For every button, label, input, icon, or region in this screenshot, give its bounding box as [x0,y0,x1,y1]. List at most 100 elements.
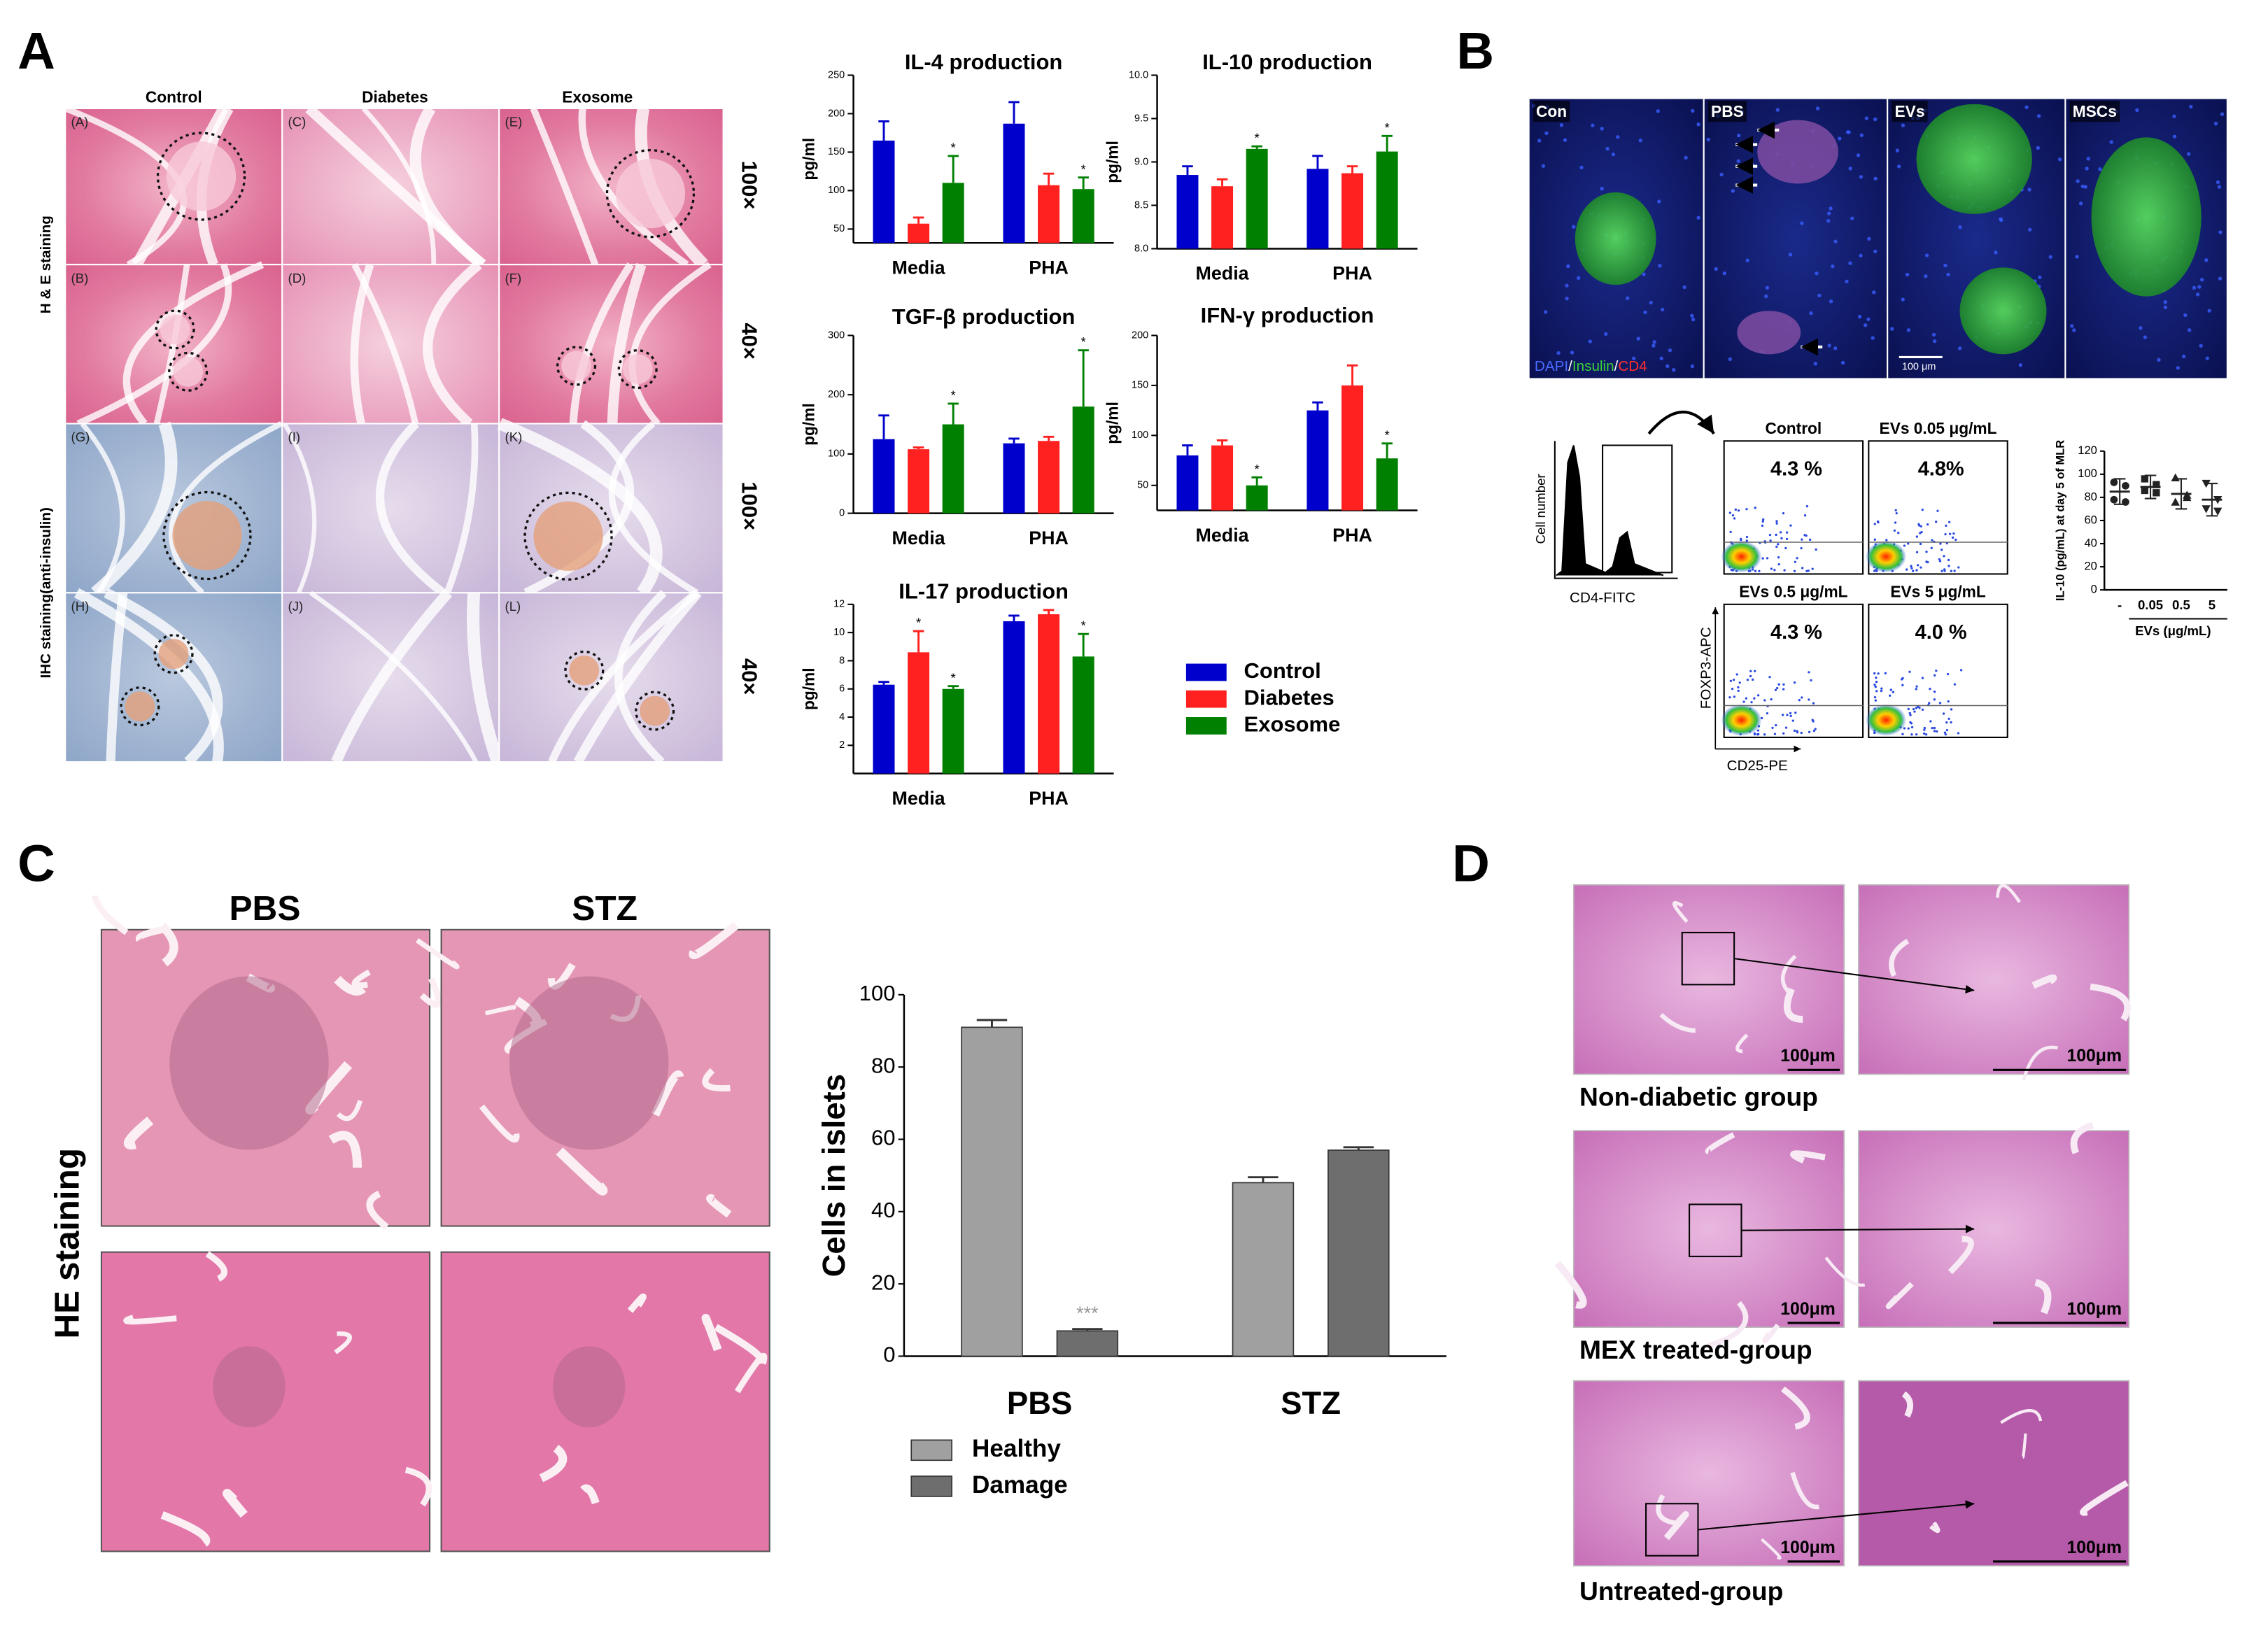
nucleus [1556,351,1561,355]
event [1777,683,1780,686]
event [1950,569,1952,572]
islet [561,351,592,381]
nucleus [1577,276,1581,281]
significance: * [1255,462,1260,476]
bar [1072,406,1094,514]
y-tick-label: 120 [2078,444,2097,457]
event [1921,508,1924,511]
nucleus [1731,189,1735,193]
nucleus [1788,253,1793,257]
y-tick-label: 150 [1132,380,1148,391]
islet [1916,104,2032,214]
tissue-gap [375,420,446,597]
error-bar [1216,178,1228,187]
event [1934,521,1938,523]
error-bar [1346,165,1358,174]
nucleus [2181,354,2186,359]
nucleus [1714,267,1718,271]
nucleus [1847,130,1851,134]
nucleus [2163,305,2168,309]
nucleus [1946,272,1950,277]
nucleus [1895,148,1900,153]
nucleus [1867,236,1871,241]
nucleus [1864,116,1869,120]
label-box [1892,101,1928,122]
islet [553,1346,626,1428]
event [1920,566,1922,569]
event [1936,730,1938,733]
event [1785,537,1789,541]
image-label: (J) [288,599,304,614]
event [1734,508,1737,511]
tissue-gap [351,969,371,989]
bar [1176,175,1199,249]
bar [1056,1330,1119,1357]
point [2122,498,2129,506]
nucleus [1706,137,1710,142]
density [1721,704,1762,736]
tissue-gap [530,107,599,266]
error-bar [1008,614,1020,622]
nucleus [1873,249,1878,254]
plot-title: EVs 5 μg/mL [1890,582,1985,600]
density [1866,704,1907,736]
event [1936,509,1939,512]
event [1761,524,1764,528]
nucleus [1838,136,1842,141]
event [1793,681,1796,684]
bar [908,223,930,243]
nucleus [2163,300,2167,304]
bar [1003,123,1025,243]
tissue-gap [1656,1494,1679,1527]
event [1782,688,1785,691]
tissue-gap [573,589,702,765]
tissue-gap [168,420,283,595]
event [1907,542,1910,545]
event [1762,518,1765,521]
event [1751,678,1754,681]
nucleus [1775,108,1780,112]
event [1915,688,1917,691]
event [1793,729,1796,732]
event [1873,695,1877,699]
error-bar [1078,176,1089,190]
event [1780,537,1783,540]
event [1920,525,1922,528]
nucleus [2018,363,2023,367]
nucleus [2172,134,2177,139]
event [1947,565,1950,567]
event [1959,669,1963,672]
y-tick-label: 4 [839,712,845,723]
islet-outline [605,149,696,239]
event [1769,539,1772,542]
tissue-gap [123,1117,154,1149]
nucleus [1572,225,1576,229]
tissue-gap [444,423,479,595]
nucleus [2207,309,2211,313]
nucleus [1924,274,1928,278]
nucleus [2192,285,2197,290]
y-tick-label: 6 [839,684,845,695]
event [1921,677,1924,679]
panel-letter: C [17,835,55,893]
y-axis-label: pg/ml [800,667,818,710]
event [1907,727,1910,730]
nucleus [2213,122,2218,126]
nucleus [2085,167,2089,171]
event [1930,546,1933,549]
nucleus [1565,296,1569,301]
event [1947,717,1950,721]
tissue-gap [1780,954,1797,994]
event [1808,730,1811,734]
nucleus [1691,108,1695,113]
y-tick-label: 100 [828,448,845,460]
event [1732,679,1735,681]
event [1801,567,1804,569]
tissue-gap [160,1511,211,1547]
nucleus [1932,339,1937,344]
tissue-gap [91,421,178,598]
group-label: Untreated-group [1579,1576,1783,1606]
event [1910,565,1913,567]
nucleus [1691,317,1696,322]
bar [1176,455,1199,511]
